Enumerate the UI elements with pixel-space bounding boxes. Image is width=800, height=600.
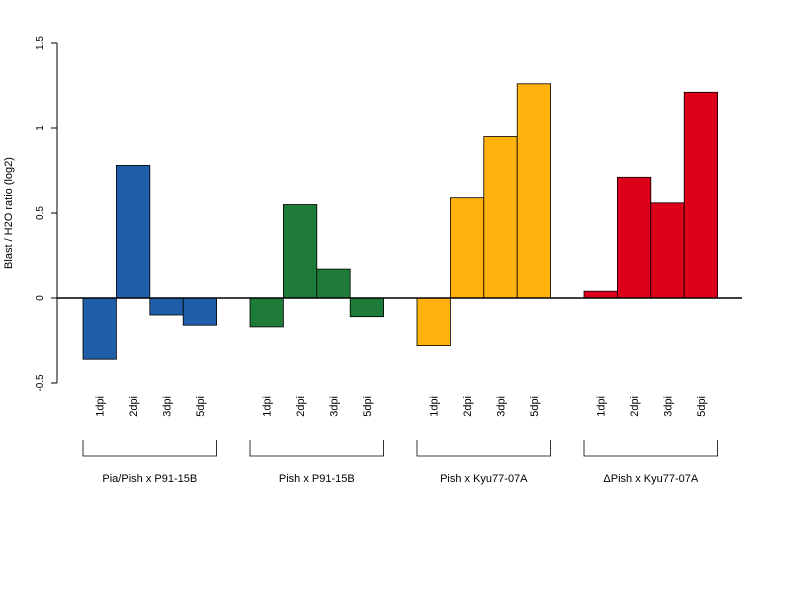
group-brackets: Pia/Pish x P91-15B Pish x P91-15B Pish x K…: [82, 440, 718, 485]
x-tick-label: 2dpi: [295, 396, 307, 417]
group-bracket: [416, 440, 551, 457]
bar: [182, 297, 217, 326]
bar: [416, 297, 451, 346]
bar: [349, 297, 385, 318]
bars: [82, 83, 719, 360]
x-tick-label: 1dpi: [429, 396, 441, 417]
group-label: Pia/Pish x P91-15B: [102, 473, 197, 485]
bar: [483, 136, 518, 299]
y-tick-label: -0.5: [35, 374, 46, 392]
bar: [149, 297, 184, 316]
bar: [316, 268, 351, 299]
bar: [683, 91, 719, 299]
x-tick-label: 5dpi: [696, 396, 708, 417]
x-tick-label: 2dpi: [462, 396, 474, 417]
x-tick-labels: 1dpi 2dpi 3dpi 5dpi 1dpi 2dpi 3dpi 5dpi 1dpi 2dpi…: [95, 396, 708, 417]
bar: [650, 202, 685, 299]
group-bracket: [82, 440, 217, 457]
group-label: ΔPish x Kyu77-07A: [603, 473, 698, 485]
x-tick-label: 5dpi: [529, 396, 541, 417]
y-tick-label: 1: [35, 125, 46, 131]
x-tick-label: 3dpi: [663, 396, 675, 417]
x-tick-label: 5dpi: [362, 396, 374, 417]
x-tick-label: 2dpi: [629, 396, 641, 417]
bar: [82, 297, 117, 360]
bar: [249, 297, 284, 328]
x-tick-label: 3dpi: [496, 396, 508, 417]
x-tick-label: 1dpi: [596, 396, 608, 417]
group-bracket: [249, 440, 384, 457]
y-tick-label: 0: [35, 295, 46, 301]
x-tick-label: 1dpi: [262, 396, 274, 417]
bar: [116, 164, 151, 299]
y-axis-label: Blast / H2O ratio (log2): [3, 157, 15, 269]
bar: [617, 176, 652, 299]
x-tick-label: 3dpi: [329, 396, 341, 417]
bar: [583, 290, 618, 299]
bar: [516, 83, 552, 299]
group-label: Pish x Kyu77-07A: [440, 473, 528, 485]
x-tick-label: 5dpi: [195, 396, 207, 417]
group-label: Pish x P91-15B: [279, 473, 355, 485]
x-tick-label: 3dpi: [162, 396, 174, 417]
y-tick-label: 0.5: [35, 206, 46, 220]
y-axis: -0.5 0 0.5 1 1.5: [35, 36, 58, 392]
bar: [282, 204, 318, 299]
bar: [449, 197, 485, 299]
group-bracket: [583, 440, 718, 457]
x-tick-label: 1dpi: [95, 396, 107, 417]
x-tick-label: 2dpi: [128, 396, 140, 417]
y-tick-label: 1.5: [35, 36, 46, 50]
